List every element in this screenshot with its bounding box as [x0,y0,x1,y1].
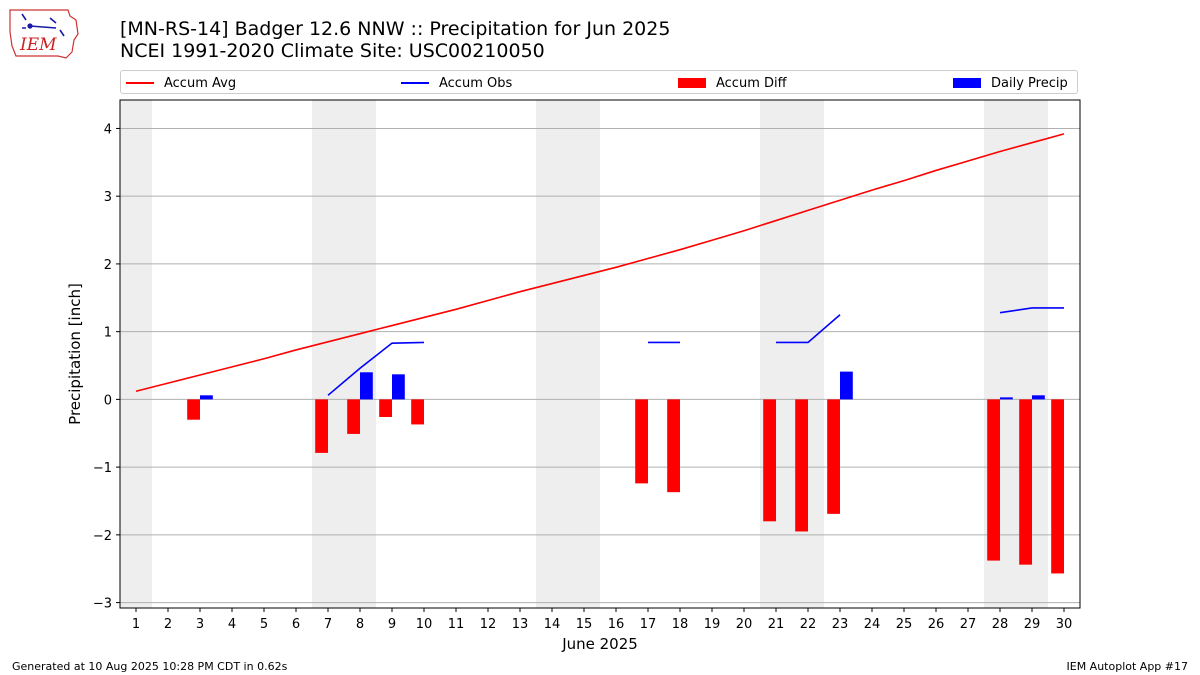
bar-accum-diff-day-23 [827,399,840,514]
y-axis-label: Precipitation [inch] [66,283,84,425]
x-tick-label: 20 [736,617,753,632]
weekend-shade-day-15 [568,100,600,608]
line-accum-avg [135,133,1065,393]
x-tick-label: 8 [356,617,364,632]
x-tick-label: 4 [228,617,236,632]
x-tick-label: 5 [260,617,268,632]
bar-daily-precip-day-29 [1032,395,1045,400]
weekend-shade-day-21 [760,100,792,608]
x-tick-label: 17 [640,617,657,632]
bar-accum-diff-day-18 [667,399,680,493]
bar-accum-diff-day-10 [411,399,424,425]
x-tick-label: 15 [576,617,593,632]
legend-item-accum-avg: Accum Avg [126,74,236,92]
bar-accum-diff-day-17 [635,399,648,484]
y-tick-label: 4 [104,122,112,137]
y-tick-label: −2 [93,529,112,544]
x-tick-label: 12 [480,617,497,632]
x-tick-label: 1 [132,617,140,632]
logo-text: IEM [19,35,57,55]
chart-title: [MN-RS-14] Badger 12.6 NNW :: Precipitat… [120,18,671,40]
legend-swatch-daily-precip [953,78,981,88]
x-tick-label: 6 [292,617,300,632]
x-tick-label: 19 [704,617,721,632]
legend-swatch-accum-avg [126,82,154,84]
y-tick-label: 2 [104,258,112,273]
x-tick-label: 9 [388,617,396,632]
y-tick-label: −3 [93,597,112,612]
bar-accum-diff-day-21 [763,399,776,522]
bar-daily-precip-day-28 [1000,397,1013,400]
y-tick-label: 0 [104,393,112,408]
bar-accum-diff-day-22 [795,399,808,532]
bar-accum-diff-day-28 [987,399,1000,561]
bar-accum-diff-day-8 [347,399,360,434]
x-tick-label: 26 [928,617,945,632]
x-tick-label: 23 [832,617,849,632]
bar-accum-diff-day-9 [379,399,392,417]
x-tick-label: 14 [544,617,561,632]
line-accum-obs-segment-1 [327,341,425,396]
legend-swatch-accum-diff [678,78,706,88]
weekend-shade-day-7 [312,100,344,608]
y-tick-label: 1 [104,326,112,341]
legend-label-accum-diff: Accum Diff [716,75,787,91]
x-tick-label: 30 [1056,617,1073,632]
chart-subtitle: NCEI 1991-2020 Climate Site: USC00210050 [120,40,545,62]
bar-accum-diff-day-3 [187,399,200,420]
x-tick-label: 24 [864,617,881,632]
x-tick-label: 16 [608,617,625,632]
x-tick-label: 25 [896,617,913,632]
bar-accum-diff-day-30 [1051,399,1064,574]
logo-weather-symbols [21,13,65,37]
bar-daily-precip-day-23 [840,371,853,400]
x-tick-label: 2 [164,617,172,632]
bar-daily-precip-day-8 [360,372,373,400]
x-tick-label: 28 [992,617,1009,632]
x-tick-label: 7 [324,617,332,632]
legend-label-accum-avg: Accum Avg [164,75,237,91]
line-accum-obs-segment-3 [776,314,841,344]
iem-logo: IEM [9,9,79,59]
weekend-shade-day-8 [344,100,376,608]
bar-accum-diff-day-7 [315,399,328,453]
x-tick-label: 21 [768,617,785,632]
x-tick-label: 10 [416,617,433,632]
x-tick-label: 22 [800,617,817,632]
legend-item-accum-obs: Accum Obs [401,74,512,92]
legend-item-accum-diff: Accum Diff [678,74,787,92]
chart-legend: Accum Avg Accum Obs Accum Diff Daily Pre… [120,70,1078,94]
legend-label-accum-obs: Accum Obs [439,75,513,91]
autoplot-app-label: IEM Autoplot App #17 [1066,660,1189,673]
legend-item-daily-precip: Daily Precip [953,74,1068,92]
y-tick-label: 3 [104,190,112,205]
x-tick-label: 3 [196,617,204,632]
x-tick-label: 13 [512,617,529,632]
bar-accum-diff-day-29 [1019,399,1032,565]
generated-timestamp: Generated at 10 Aug 2025 10:28 PM CDT in… [12,660,288,673]
y-tick-label: −1 [93,461,112,476]
x-tick-label: 18 [672,617,689,632]
line-accum-obs-segment-4 [999,307,1064,314]
x-tick-label: 29 [1024,617,1041,632]
weekend-shade-day-1 [120,100,152,608]
legend-label-daily-precip: Daily Precip [991,75,1068,91]
bar-daily-precip-day-3 [200,395,213,400]
x-axis-label: June 2025 [561,635,638,653]
x-tick-label: 11 [448,617,465,632]
weekend-shade-day-14 [536,100,568,608]
bar-daily-precip-day-9 [392,374,405,400]
legend-swatch-accum-obs [401,82,429,84]
plot-frame [119,99,1081,609]
weekend-shade-day-22 [792,100,824,608]
logo-state-outline [9,9,79,59]
x-tick-label: 27 [960,617,977,632]
